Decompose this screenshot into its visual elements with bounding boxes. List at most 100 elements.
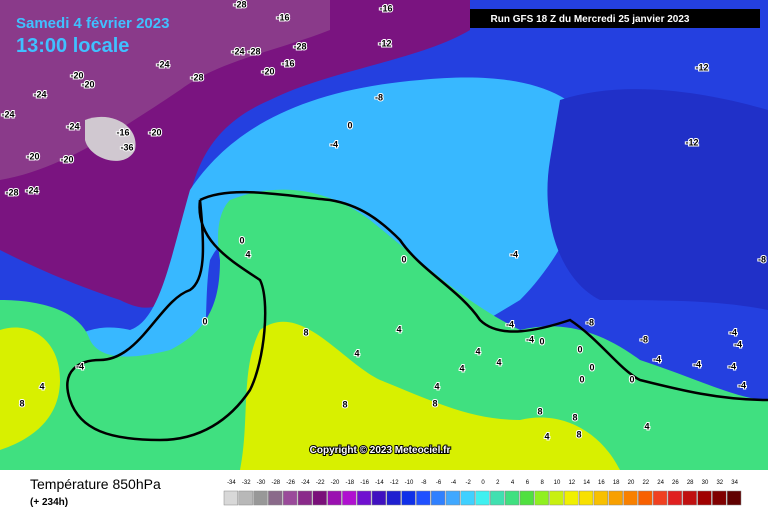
isotherm-label: -16: [379, 3, 392, 13]
scale-swatch: [534, 490, 549, 506]
isotherm-label: 8: [19, 398, 24, 408]
scale-swatch: [608, 490, 623, 506]
isotherm-label: -24: [66, 121, 79, 131]
scale-label: -28: [271, 480, 280, 486]
isotherm-label: -4: [526, 334, 534, 344]
continental-cold-region: [547, 89, 768, 310]
isotherm-label: -20: [70, 70, 83, 80]
isotherm-label: -20: [148, 127, 161, 137]
warm-air-region: [0, 321, 620, 470]
scale-label: 18: [613, 480, 620, 486]
scale-label: -6: [436, 480, 442, 486]
isotherm-label: 8: [303, 327, 308, 337]
isotherm-label: -16: [276, 12, 289, 22]
scale-label: 28: [687, 480, 694, 486]
scale-swatch: [253, 490, 268, 506]
scale-swatch: [549, 490, 564, 506]
scale-label: -20: [331, 480, 340, 486]
scale-swatch: [697, 490, 712, 506]
isotherm-label: -12: [378, 38, 391, 48]
isotherm-label: -20: [81, 79, 94, 89]
coldest-air-region: [0, 0, 330, 180]
scale-swatch: [726, 490, 742, 506]
isotherm-label: -20: [26, 151, 39, 161]
isotherm-label: 0: [239, 235, 244, 245]
scale-swatch: [327, 490, 342, 506]
isotherm-label: 4: [434, 381, 439, 391]
scale-label: -32: [242, 480, 251, 486]
isotherm-label: -28: [233, 0, 246, 9]
scale-label: -10: [405, 480, 414, 486]
isotherm-label: -4: [506, 319, 514, 329]
isotherm-label: -4: [734, 339, 742, 349]
scale-label: 24: [657, 480, 664, 486]
isotherm-label: -4: [330, 139, 338, 149]
scale-swatch: [312, 490, 327, 506]
isotherm-label: 0: [401, 254, 406, 264]
isotherm-label: -4: [729, 327, 737, 337]
scale-swatch: [519, 490, 535, 506]
scale-label: 12: [568, 480, 575, 486]
scale-swatch: [430, 490, 446, 506]
scale-swatch: [667, 490, 683, 506]
isotherm-label: 4: [396, 324, 401, 334]
scale-swatch: [386, 490, 401, 506]
isotherm-label: -24: [156, 59, 169, 69]
isotherm-label: 4: [544, 431, 549, 441]
isotherm-label: 0: [577, 344, 582, 354]
scale-label: -16: [360, 480, 369, 486]
scale-label: -8: [421, 480, 427, 486]
isotherm-label: -12: [695, 62, 708, 72]
scale-swatch: [564, 490, 579, 506]
scale-swatch: [490, 490, 505, 506]
isotherm-label: -36: [120, 142, 133, 152]
scale-label: 14: [583, 480, 590, 486]
isotherm-label: 8: [572, 412, 577, 422]
scale-label: 6: [526, 480, 530, 486]
isotherm-label: -28: [190, 72, 203, 82]
isotherm-label: 0: [539, 336, 544, 346]
scale-label: 2: [496, 480, 500, 486]
greenland-peak: [85, 116, 136, 161]
isotherm-label: 4: [496, 357, 501, 367]
isotherm-label: 8: [576, 429, 581, 439]
scale-swatch: [623, 490, 638, 506]
scale-label: 16: [598, 480, 605, 486]
copyright: Copyright © 2023 Meteociel.fr: [310, 445, 451, 456]
scale-label: 4: [511, 480, 515, 486]
scale-label: 32: [716, 480, 723, 486]
scale-swatch: [416, 490, 431, 506]
scale-label: 8: [541, 480, 545, 486]
mild-air-region: [0, 189, 768, 470]
isotherm-label: 4: [644, 421, 649, 431]
scale-swatch: [238, 490, 253, 506]
scale-label: -4: [451, 480, 457, 486]
scale-label: 22: [642, 480, 649, 486]
scale-label: -34: [227, 480, 236, 486]
isotherm-label: -4: [510, 249, 518, 259]
isotherm-label: 0: [629, 374, 634, 384]
isotherm-label: 4: [475, 346, 480, 356]
isotherm-label: -8: [375, 92, 383, 102]
scale-swatch: [282, 490, 298, 506]
scale-label: 30: [702, 480, 709, 486]
run-banner: [470, 9, 760, 28]
isotherm-zero: [66, 190, 768, 442]
scale-label: -22: [316, 480, 325, 486]
scale-swatch: [593, 490, 609, 506]
isotherm-label: -24: [25, 185, 38, 195]
scale-label: -24: [301, 480, 310, 486]
isotherm-label: 0: [579, 374, 584, 384]
scale-swatch: [578, 490, 594, 506]
isotherm-label: -4: [728, 361, 736, 371]
scale-swatch: [445, 490, 461, 506]
footer-title: Température 850hPa: [30, 476, 161, 492]
isotherm-label: -4: [653, 354, 661, 364]
scale-label: 26: [672, 480, 679, 486]
isotherm-label: 4: [245, 249, 250, 259]
scale-swatch: [652, 490, 668, 506]
scale-swatch: [223, 490, 239, 506]
isotherm-label: -28: [293, 41, 306, 51]
isotherm-label: -16: [281, 58, 294, 68]
